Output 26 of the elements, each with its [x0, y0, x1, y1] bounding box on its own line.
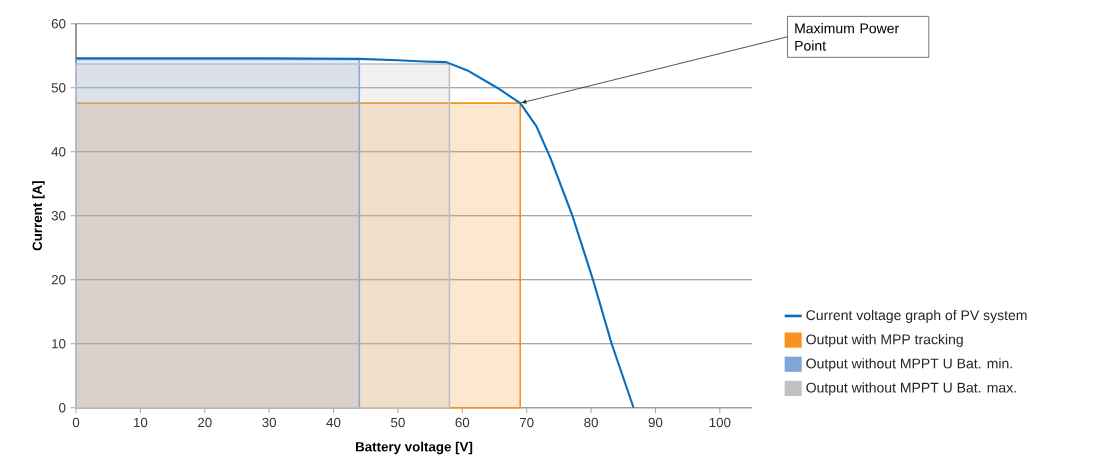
x-tick-label: 80: [584, 417, 598, 428]
annotation: Maximum Power Point: [795, 23, 899, 51]
legend-label: Output without MPPT U Bat. max.: [806, 382, 1016, 396]
y-tick-label: 20: [51, 275, 66, 285]
y-tick-label: 10: [52, 339, 66, 349]
x-tick-label: 20: [198, 417, 212, 428]
legend-label: Output with MPP tracking: [806, 334, 963, 348]
legend-label: Output without MPPT U Bat. min.: [806, 358, 1012, 372]
x-tick-label: 10: [133, 417, 148, 428]
x-tick-label: 30: [262, 417, 277, 428]
x-tick-label: 0: [72, 417, 80, 428]
y-tick-label: 60: [51, 19, 66, 29]
legend-label: Current voltage graph of PV system: [806, 309, 1027, 323]
y-axis-title: Current [A]: [32, 181, 45, 251]
x-tick-label: 100: [709, 417, 731, 428]
y-tick-label: 0: [59, 403, 66, 413]
x-axis-title: Battery voltage [V]: [356, 441, 473, 455]
y-tick-label: 30: [51, 211, 66, 221]
y-tick-label: 50: [51, 83, 66, 93]
x-tick-label: 90: [648, 417, 663, 428]
x-tick-label: 60: [455, 417, 470, 428]
x-tick-label: 50: [391, 417, 405, 428]
x-tick-label: 40: [326, 417, 341, 428]
y-tick-label: 40: [51, 147, 66, 157]
line-series: [74, 57, 635, 409]
x-tick-label: 70: [519, 417, 534, 428]
